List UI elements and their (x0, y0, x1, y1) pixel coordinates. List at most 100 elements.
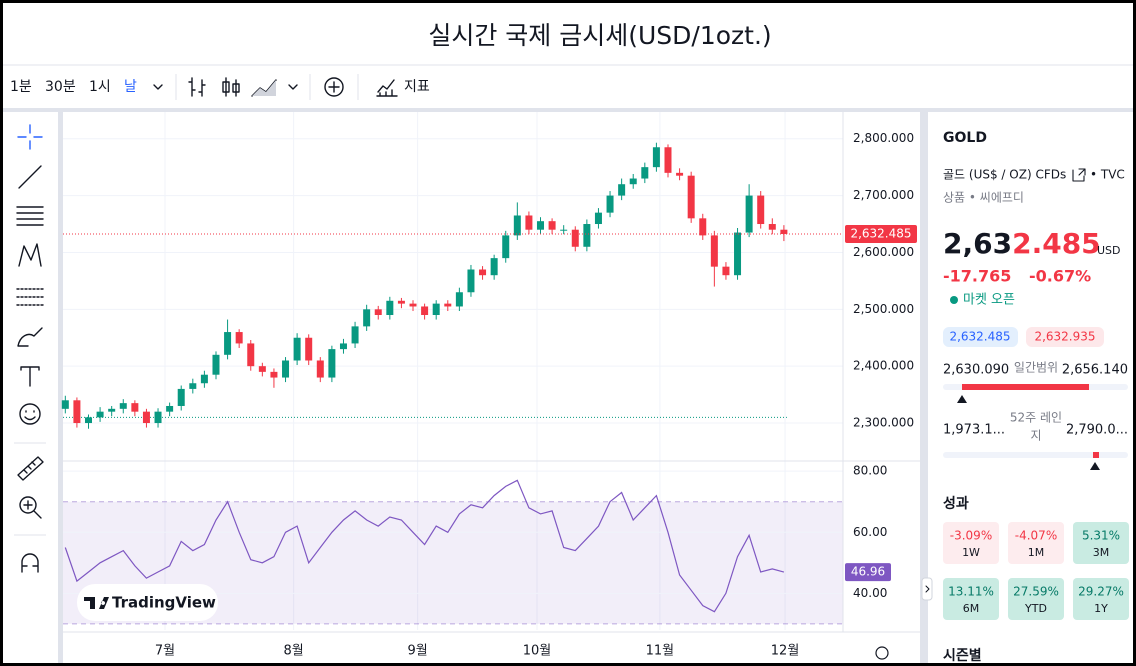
price-main: 2,63 (943, 227, 1012, 260)
candle-body (537, 221, 545, 230)
chevron[interactable] (153, 84, 163, 90)
interval[interactable]: 1시 (89, 79, 111, 95)
candle-body (421, 306, 429, 315)
candle-body (409, 303, 417, 307)
performance-value: 27.59% (1013, 585, 1059, 599)
performance-grid: -3.09% 1W -4.07% 1M 5.31% 3M 13.11% 6M 27.59% YTD… (943, 522, 1129, 620)
area-icon-fill (252, 80, 276, 96)
watermark: TradingView (112, 594, 216, 612)
candle-body (455, 292, 463, 307)
candle-body (710, 235, 718, 267)
magnet-tool[interactable] (21, 553, 39, 573)
candle-body (652, 147, 660, 168)
line-tool[interactable] (18, 165, 42, 189)
bid: 2,632.485 (949, 330, 1010, 344)
performance-box (943, 578, 999, 620)
chevron[interactable] (288, 84, 298, 90)
chart (61, 112, 843, 630)
candle-body (142, 411, 150, 424)
seasonal-title: 시즌별 (943, 647, 982, 664)
candle-body (293, 337, 301, 361)
last-price-tag (845, 224, 917, 243)
candle-body (745, 195, 753, 233)
performance-period: 1M (1028, 546, 1045, 559)
year-range-label: 52주 레인 (1010, 411, 1062, 425)
candle-body (235, 332, 243, 344)
zoom-tool[interactable] (19, 496, 37, 514)
gap (58, 112, 63, 666)
candle-body (212, 354, 220, 375)
symbol: GOLD (943, 130, 987, 146)
candle-body (444, 303, 452, 307)
currency: USD (1097, 244, 1121, 257)
day-range-bar (962, 384, 1089, 390)
candle-body (432, 303, 440, 315)
ruler-tool[interactable] (17, 456, 44, 481)
emoji-tool[interactable] (19, 403, 41, 425)
rsi-tag (845, 563, 891, 582)
candle-body (490, 258, 498, 276)
change: -17.765 (943, 267, 1011, 286)
candle-body (316, 360, 324, 378)
collapse-arrow (925, 585, 930, 593)
fib-tool[interactable] (16, 206, 44, 226)
price-accent: 2.485 (1012, 227, 1101, 260)
day-range-marker (957, 395, 967, 403)
candle-body (722, 266, 730, 276)
cross-tool[interactable] (17, 124, 43, 150)
forecast-tool[interactable] (16, 288, 44, 306)
indicator-icon[interactable] (376, 79, 398, 97)
candle-body (780, 229, 788, 234)
watermark-box (77, 584, 218, 621)
y-tick-label: 2,500.000 (853, 302, 914, 316)
candle-body (386, 300, 394, 315)
day-low: 2,630.090 (943, 363, 1009, 378)
candle-body (374, 309, 382, 315)
bar-icon[interactable] (188, 77, 206, 97)
text-tool[interactable] (20, 366, 40, 387)
candle-body (513, 215, 521, 236)
candle-body (96, 411, 104, 418)
y-tick-label: 2,800.000 (853, 131, 914, 145)
market-status: 마켓 오픈 (963, 293, 1015, 308)
day-range-label: 일간범위 (1014, 361, 1058, 375)
collapse-tab[interactable] (921, 577, 933, 601)
candle-body (757, 195, 765, 225)
candle-icon[interactable] (222, 77, 240, 97)
change-percent: -0.67% (1029, 267, 1091, 286)
candle-body (189, 383, 197, 389)
x-tick-label: 7월 (155, 644, 175, 659)
last-price-label: 2,632.485 (850, 226, 911, 240)
settings-icon[interactable] (875, 646, 889, 660)
rsi-tick-label: 60.00 (853, 525, 887, 539)
year-range-track (943, 452, 1128, 458)
candle-body (84, 417, 92, 424)
pattern-tool[interactable] (18, 243, 42, 267)
candle-body (270, 371, 278, 378)
candle-body (305, 337, 313, 361)
performance-value: -4.07% (1015, 529, 1057, 543)
candle-body (166, 405, 174, 412)
brush-tool[interactable] (17, 327, 43, 347)
interval[interactable]: 30분 (45, 79, 76, 95)
candle-body (699, 218, 707, 236)
candle-body (641, 167, 649, 179)
link-icon[interactable] (1072, 168, 1086, 182)
ask: 2,632.935 (1034, 330, 1095, 344)
compare-icon[interactable] (324, 77, 344, 97)
candle-body (177, 388, 185, 406)
year-range-label: 지 (1030, 429, 1041, 443)
x-tick-label: 11월 (646, 644, 675, 659)
interval-active[interactable]: 날 (124, 79, 137, 95)
rsi-tick-label: 80.00 (853, 464, 887, 478)
performance-box (943, 522, 999, 564)
candle-body (606, 195, 614, 213)
page-title: 실시간 국제 금시세(USD/1ozt.) (428, 21, 771, 50)
candle-body (618, 184, 626, 196)
candle-body (397, 300, 405, 304)
indicators-button[interactable]: 지표 (404, 79, 430, 95)
candle-body (200, 374, 208, 384)
year-high: 2,790.0... (1066, 423, 1128, 438)
interval[interactable]: 1분 (10, 79, 32, 95)
